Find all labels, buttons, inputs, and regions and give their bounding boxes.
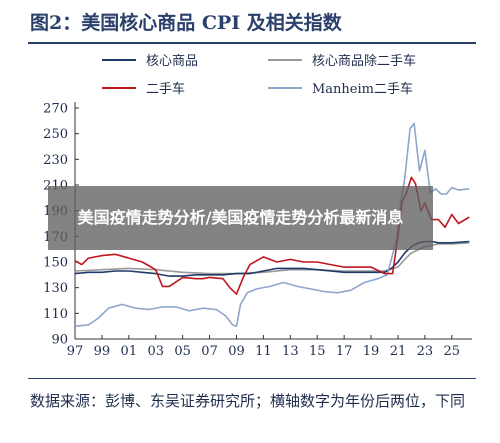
y-tick-label: 130 <box>43 281 68 296</box>
x-tick-label: 01 <box>121 344 138 359</box>
y-tick-label: 250 <box>43 127 68 142</box>
x-tick-label: 13 <box>282 344 299 359</box>
legend-label: 核心商品 <box>146 54 198 69</box>
news-overlay-banner: 美国疫情走势分析/美国疫情走势分析最新消息 <box>48 186 433 250</box>
x-tick-label: 19 <box>363 344 380 359</box>
x-tick-label: 97 <box>67 344 84 359</box>
x-tick-label: 09 <box>228 344 245 359</box>
y-tick-label: 230 <box>43 153 68 168</box>
x-tick-label: 11 <box>255 344 272 359</box>
legend-label: 二手车 <box>146 81 185 97</box>
x-tick-label: 03 <box>147 344 164 359</box>
x-tick-label: 23 <box>417 344 434 359</box>
chart-title: 图2：美国核心商品 CPI 及相关指数 <box>30 12 342 34</box>
y-tick-label: 270 <box>43 102 68 117</box>
x-tick-label: 15 <box>309 344 326 359</box>
x-tick-label: 07 <box>201 344 218 359</box>
y-tick-label: 150 <box>43 256 68 271</box>
x-tick-label: 17 <box>336 344 353 359</box>
x-tick-label: 99 <box>94 344 111 359</box>
overlay-headline: 美国疫情走势分析/美国疫情走势分析最新消息 <box>77 208 404 227</box>
source-note: 数据来源：彭博、东吴证券研究所；横轴数字为年份后两位，下同 <box>30 392 466 410</box>
x-tick-label: 05 <box>174 344 191 359</box>
y-tick-label: 90 <box>51 333 68 348</box>
x-tick-label: 25 <box>444 344 461 359</box>
title-divider <box>28 42 476 44</box>
x-tick-label: 21 <box>390 344 407 359</box>
source-divider <box>28 378 476 379</box>
series-line-4 <box>74 122 470 328</box>
legend-label: 核心商品除二手车 <box>312 53 416 69</box>
legend-label: Manheim二手车 <box>312 81 413 97</box>
y-tick-label: 110 <box>43 307 68 322</box>
